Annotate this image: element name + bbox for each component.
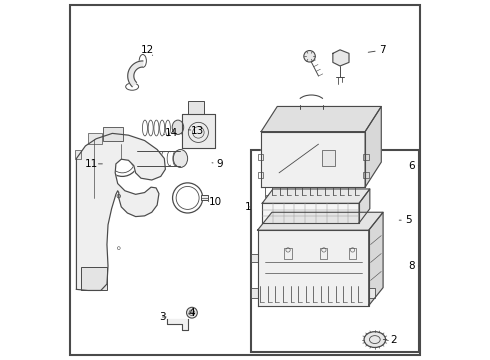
Bar bbox=[119, 139, 126, 145]
Polygon shape bbox=[333, 50, 349, 66]
Bar bbox=[201, 195, 208, 201]
Bar bbox=[88, 134, 101, 144]
Bar bbox=[81, 267, 107, 291]
Ellipse shape bbox=[117, 194, 121, 198]
Polygon shape bbox=[261, 132, 365, 187]
Text: 13: 13 bbox=[191, 126, 204, 135]
Bar bbox=[349, 248, 356, 259]
Text: 10: 10 bbox=[209, 197, 222, 207]
Text: 4: 4 bbox=[189, 308, 195, 318]
Bar bbox=[103, 127, 123, 141]
Text: 12: 12 bbox=[141, 45, 154, 55]
Ellipse shape bbox=[304, 50, 315, 62]
Polygon shape bbox=[258, 230, 368, 306]
Polygon shape bbox=[365, 107, 381, 187]
Text: 8: 8 bbox=[408, 261, 415, 271]
Polygon shape bbox=[262, 189, 370, 203]
Bar bbox=[251, 253, 258, 262]
Ellipse shape bbox=[130, 149, 145, 167]
Text: 7: 7 bbox=[379, 45, 385, 55]
Polygon shape bbox=[128, 61, 143, 87]
Bar bbox=[364, 154, 368, 160]
Bar bbox=[320, 248, 327, 259]
Bar bbox=[364, 172, 368, 178]
Text: 11: 11 bbox=[85, 159, 98, 169]
Ellipse shape bbox=[172, 120, 184, 134]
Text: 1: 1 bbox=[245, 202, 252, 212]
Bar bbox=[188, 101, 204, 114]
Bar bbox=[258, 172, 263, 178]
Polygon shape bbox=[182, 114, 215, 148]
Bar bbox=[285, 248, 292, 259]
Ellipse shape bbox=[187, 307, 197, 318]
Text: 6: 6 bbox=[408, 161, 415, 171]
Text: 3: 3 bbox=[159, 312, 166, 322]
Polygon shape bbox=[359, 189, 370, 223]
Text: 2: 2 bbox=[391, 334, 397, 345]
Bar bbox=[265, 197, 362, 201]
Polygon shape bbox=[368, 212, 383, 306]
Polygon shape bbox=[76, 134, 166, 291]
Text: 5: 5 bbox=[405, 215, 412, 225]
Polygon shape bbox=[261, 107, 381, 132]
Bar bbox=[188, 129, 194, 131]
Polygon shape bbox=[258, 212, 383, 230]
Text: 9: 9 bbox=[217, 159, 223, 169]
Bar bbox=[251, 149, 419, 352]
Bar bbox=[74, 150, 81, 159]
Bar bbox=[258, 154, 263, 160]
Ellipse shape bbox=[173, 149, 188, 167]
Polygon shape bbox=[262, 203, 359, 223]
Bar bbox=[322, 149, 335, 166]
Polygon shape bbox=[167, 319, 188, 330]
Bar bbox=[251, 288, 258, 298]
Text: 14: 14 bbox=[165, 128, 178, 138]
Ellipse shape bbox=[364, 332, 386, 347]
Bar bbox=[368, 288, 375, 298]
